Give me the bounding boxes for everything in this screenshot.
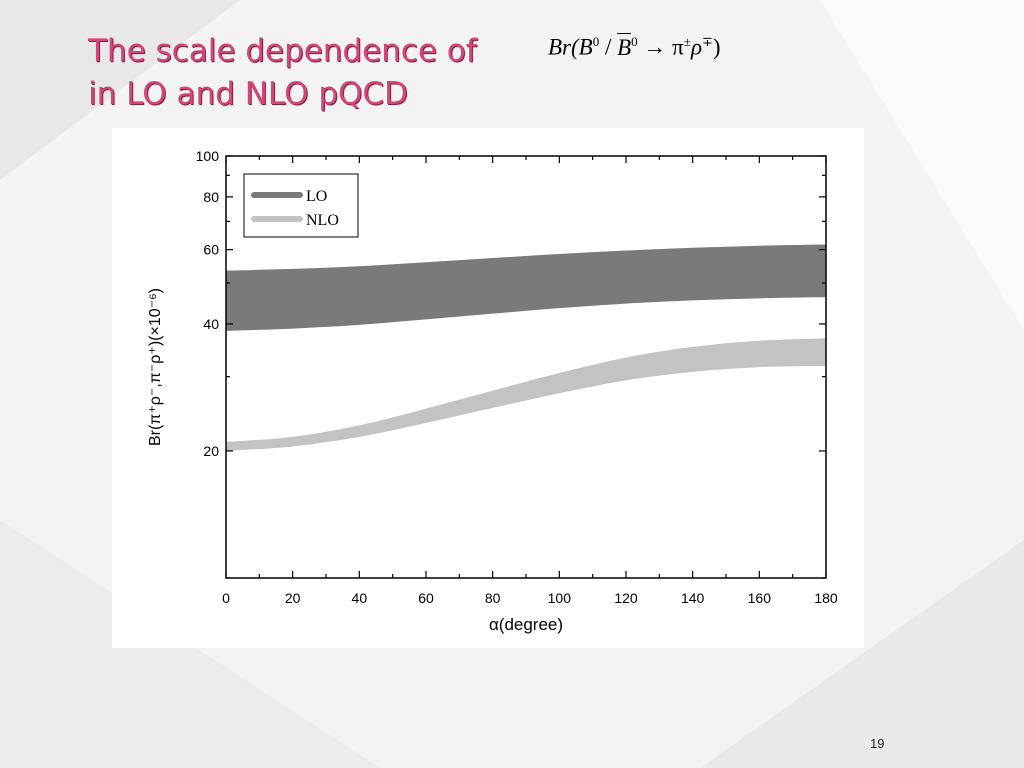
page-number: 19: [870, 736, 885, 751]
x-tick-label: 60: [418, 590, 434, 606]
x-tick-label: 40: [352, 590, 368, 606]
legend-label-lo: LO: [306, 188, 327, 205]
scale-dependence-chart: 0 20 40 60 80 100 120 140 160 180 20 40 60 80 100 α(de…: [147, 148, 838, 634]
y-tick-label: 80: [203, 189, 219, 205]
x-tick-label: 140: [681, 590, 705, 606]
legend: LO NLO: [243, 173, 359, 238]
x-tick-label: 180: [814, 590, 838, 606]
x-tick-label: 0: [222, 590, 230, 606]
x-axis-label: α(degree): [489, 615, 563, 634]
band-nlo: [226, 338, 826, 451]
x-tick-label: 100: [548, 590, 572, 606]
branching-ratio-formula: Br(B0 / B0 → π±ρ∓): [548, 32, 721, 60]
y-axis-label: Br(π⁺ρ⁻,π⁻ρ⁺)(×10⁻⁶): [147, 288, 164, 446]
legend-box: [243, 173, 359, 238]
legend-label-nlo: NLO: [306, 212, 339, 229]
x-tick-label: 20: [285, 590, 301, 606]
band-lo: [226, 244, 826, 331]
title-line-1: The scale dependence of: [88, 33, 477, 69]
y-tick-label: 20: [203, 443, 219, 459]
y-tick-label: 40: [203, 316, 219, 332]
chart-panel: 0 20 40 60 80 100 120 140 160 180 20 40 60 80 100 α(de…: [112, 128, 864, 648]
x-tick-label: 80: [485, 590, 501, 606]
y-tick-label: 60: [203, 242, 219, 258]
title-line-2: in LO and NLO pQCD: [88, 76, 408, 112]
x-tick-label: 160: [748, 590, 772, 606]
y-tick-label: 100: [196, 148, 220, 164]
x-tick-label: 120: [614, 590, 638, 606]
slide-title: The scale dependence of in LO and NLO pQ…: [88, 30, 477, 116]
